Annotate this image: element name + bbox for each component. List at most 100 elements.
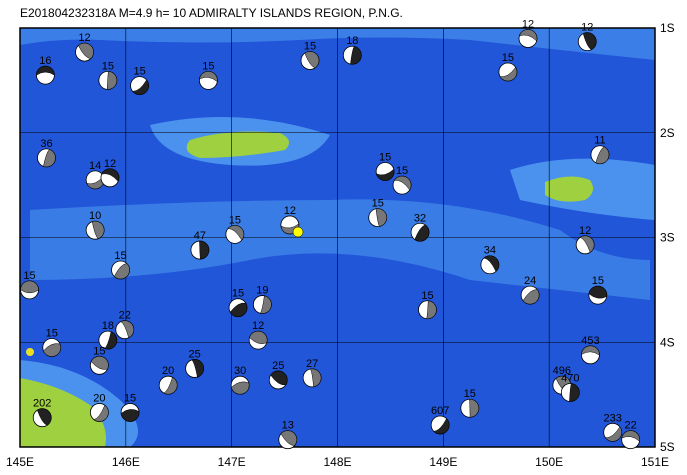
focal-mechanism: 15 [42,327,62,357]
depth-label: 202 [33,398,51,410]
depth-label: 20 [162,365,174,377]
focal-mechanism: 19 [252,285,272,314]
depth-label: 15 [421,290,433,302]
focal-mechanism: 15 [498,52,518,82]
focal-mechanism: 14 [85,160,105,190]
focal-mechanism: 22 [621,420,641,450]
beachball-quadrant [375,208,387,227]
beachball-quadrant [569,383,580,402]
beachball-quadrant [163,376,178,395]
beachball-quadrant [90,356,109,370]
lat-label: 2S [660,126,675,140]
beachball-quadrant [518,29,538,42]
depth-label: 15 [102,60,114,72]
depth-label: 16 [39,55,51,67]
depth-label: 470 [561,373,579,385]
depth-label: 233 [603,412,621,424]
lon-label: 145E [6,455,34,469]
focal-mechanism: 15 [228,288,248,318]
beachball-quadrant [78,42,94,59]
focal-mechanism: 10 [85,210,105,240]
focal-mechanism: 13 [278,420,298,450]
beachball-quadrant [270,370,288,386]
beachball-quadrant [522,289,540,305]
depth-label: 15 [124,392,136,404]
beachball-quadrant [310,368,322,388]
focal-mechanism: 34 [480,245,500,275]
beachball-quadrant [93,404,109,422]
beachball-quadrant [376,168,395,181]
beachball-quadrant [91,220,105,239]
beachball-quadrant [113,263,130,280]
depth-label: 36 [40,138,52,150]
beachball-quadrant [581,345,600,356]
depth-label: 15 [93,345,105,357]
depth-label: 22 [625,420,637,432]
focal-mechanism: 15 [98,60,118,90]
epicenter [292,226,304,238]
focal-mechanism: 12 [100,158,120,188]
depth-label: 15 [396,165,408,177]
beachball-quadrant [280,430,297,446]
beachball-quadrant [120,409,140,422]
beachball-quadrant [350,46,362,65]
beachball-quadrant [132,79,149,95]
depth-label: 15 [229,214,241,226]
beachball-quadrant [259,295,272,314]
focal-mechanism: 15 [418,290,437,320]
depth-label: 12 [252,320,264,332]
beachball-quadrant [191,359,204,378]
focal-mechanism: 470 [560,373,580,402]
lon-label: 147E [218,455,246,469]
depth-label: 15 [372,198,384,210]
depth-label: 12 [581,22,593,34]
beachball-quadrant [43,149,56,168]
focal-mechanism: 15 [89,345,109,375]
focal-mechanism: 15 [111,250,130,280]
beachball-quadrant [37,408,52,426]
focal-mechanism: 36 [37,138,56,168]
focal-mechanism: 25 [268,360,288,390]
beachball-quadrant [499,66,518,82]
focal-mechanism: 11 [590,135,610,165]
depth-label: 607 [431,405,449,417]
beachball-quadrant [43,343,61,357]
beachball-quadrant [426,300,437,319]
lon-label: 150E [535,455,563,469]
focal-mechanism: 15 [588,275,608,305]
depth-label: 15 [46,327,58,339]
depth-label: 15 [114,250,126,262]
beachball-quadrant [588,285,608,299]
focal-mechanism: 202 [32,398,52,428]
focal-mechanism: 607 [430,405,450,435]
focal-mechanism: 16 [36,55,55,85]
beachball-quadrant [393,175,412,191]
beachball-quadrant [595,146,610,164]
focal-mechanism: 18 [98,320,118,350]
depth-label: 22 [119,310,131,322]
depth-label: 27 [306,358,318,370]
beachball-quadrant [199,240,210,260]
beachball-quadrant [231,381,250,395]
focal-mechanism: 15 [120,392,140,422]
focal-mechanism: 496 [552,365,572,395]
focal-mechanism: 15 [392,165,412,195]
depth-label: 15 [23,270,35,282]
lat-label: 4S [660,335,675,349]
beachball-quadrant [101,168,120,182]
depth-label: 30 [234,365,246,377]
beachball-quadrant [483,255,500,272]
beachball-quadrant [621,430,640,442]
focal-mechanism: 32 [410,212,430,242]
lat-label: 1S [660,21,675,35]
depth-label: 32 [414,212,426,224]
depth-label: 15 [502,52,514,64]
beachball-quadrant [36,65,55,76]
lon-label: 151E [641,455,669,469]
beachball-quadrant [469,398,480,418]
beachball-quadrant [106,71,118,90]
focal-mechanism: 233 [603,412,623,442]
focal-mechanism: 15 [460,388,480,418]
focal-mechanism: 15 [368,198,388,227]
